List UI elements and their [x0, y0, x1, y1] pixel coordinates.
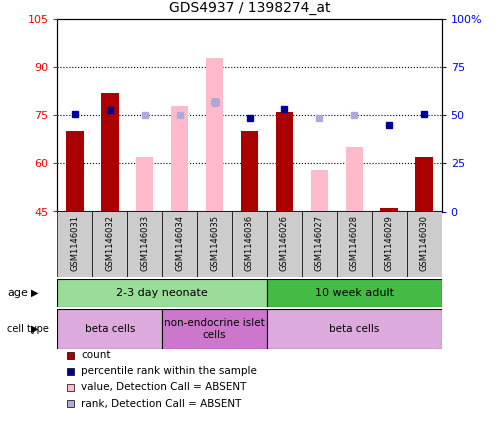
- Bar: [171, 106, 189, 212]
- Text: rank, Detection Call = ABSENT: rank, Detection Call = ABSENT: [81, 398, 242, 409]
- Bar: [345, 147, 363, 212]
- Bar: [57, 279, 267, 307]
- Text: GSM1146033: GSM1146033: [140, 215, 149, 271]
- Bar: [415, 157, 433, 212]
- Bar: [267, 212, 302, 277]
- Bar: [232, 212, 267, 277]
- Text: GSM1146032: GSM1146032: [105, 215, 114, 271]
- Text: GSM1146036: GSM1146036: [245, 215, 254, 271]
- Text: cell type: cell type: [7, 324, 49, 334]
- Text: GSM1146028: GSM1146028: [350, 215, 359, 271]
- Text: beta cells: beta cells: [329, 324, 379, 334]
- Text: GSM1146027: GSM1146027: [315, 215, 324, 271]
- Bar: [380, 208, 398, 212]
- Text: GSM1146031: GSM1146031: [70, 215, 79, 271]
- Bar: [66, 131, 84, 212]
- Text: 10 week adult: 10 week adult: [315, 288, 394, 298]
- Bar: [92, 212, 127, 277]
- Bar: [337, 212, 372, 277]
- Text: GSM1146030: GSM1146030: [420, 215, 429, 271]
- Text: GSM1146029: GSM1146029: [385, 215, 394, 271]
- Bar: [267, 279, 442, 307]
- Text: beta cells: beta cells: [85, 324, 135, 334]
- Bar: [57, 309, 162, 349]
- Bar: [162, 309, 267, 349]
- Text: 2-3 day neonate: 2-3 day neonate: [116, 288, 208, 298]
- Bar: [302, 212, 337, 277]
- Text: value, Detection Call = ABSENT: value, Detection Call = ABSENT: [81, 382, 247, 393]
- Bar: [197, 212, 232, 277]
- Title: GDS4937 / 1398274_at: GDS4937 / 1398274_at: [169, 1, 330, 15]
- Text: GSM1146035: GSM1146035: [210, 215, 219, 271]
- Text: count: count: [81, 350, 111, 360]
- Bar: [206, 58, 224, 212]
- Text: GSM1146034: GSM1146034: [175, 215, 184, 271]
- Text: GSM1146026: GSM1146026: [280, 215, 289, 271]
- Bar: [372, 212, 407, 277]
- Bar: [136, 157, 154, 212]
- Bar: [162, 212, 197, 277]
- Text: age: age: [7, 288, 28, 298]
- Text: percentile rank within the sample: percentile rank within the sample: [81, 366, 257, 376]
- Bar: [310, 170, 328, 212]
- Bar: [407, 212, 442, 277]
- Text: ▶: ▶: [31, 288, 39, 298]
- Text: non-endocrine islet
cells: non-endocrine islet cells: [164, 318, 265, 340]
- Bar: [127, 212, 162, 277]
- Bar: [267, 309, 442, 349]
- Bar: [241, 131, 258, 212]
- Text: ▶: ▶: [31, 324, 39, 334]
- Bar: [57, 212, 92, 277]
- Bar: [101, 93, 119, 212]
- Bar: [275, 112, 293, 212]
